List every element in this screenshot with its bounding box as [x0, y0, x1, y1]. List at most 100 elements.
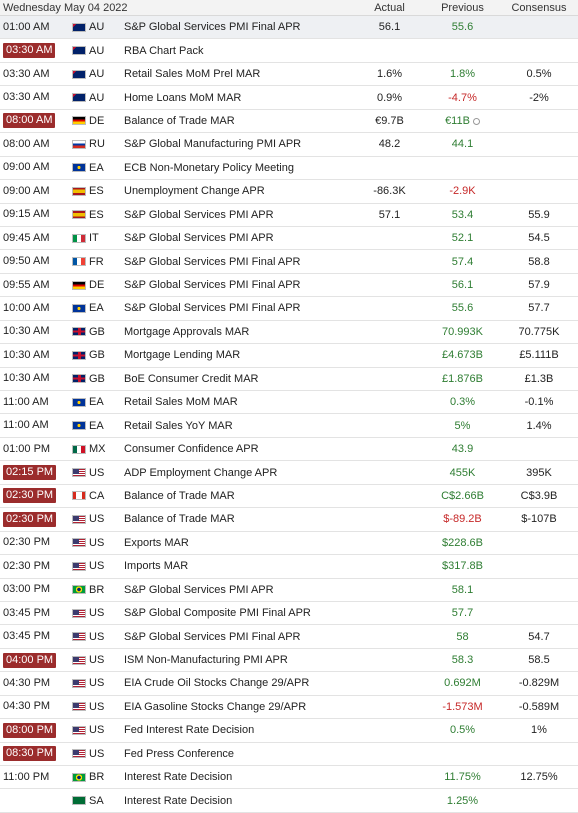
- event-name[interactable]: Home Loans MoM MAR: [124, 91, 242, 104]
- event-name[interactable]: S&P Global Services PMI Final APR: [124, 302, 301, 315]
- event-name[interactable]: Mortgage Approvals MAR: [124, 325, 250, 338]
- previous-value: 57.4: [451, 255, 474, 268]
- flag-cell: [72, 725, 89, 735]
- calendar-row[interactable]: 02:30 PM US Balance of Trade MAR $-89.2B $-1…: [0, 508, 578, 532]
- calendar-row[interactable]: 10:00 AM EA S&P Global Services PMI Final …: [0, 297, 578, 321]
- event-time: 04:00 PM: [3, 652, 57, 668]
- previous-value-cell: $317.8B: [425, 560, 500, 572]
- event-name[interactable]: Imports MAR: [124, 560, 189, 573]
- country-code: AU: [89, 91, 105, 104]
- previous-value: 0.5%: [449, 724, 476, 737]
- header-consensus[interactable]: Consensus: [511, 1, 567, 14]
- calendar-row[interactable]: 09:45 AM IT S&P Global Services PMI APR 52.…: [0, 227, 578, 251]
- calendar-row[interactable]: SA Interest Rate Decision 1.25%: [0, 789, 578, 813]
- calendar-row[interactable]: 02:30 PM US Exports MAR $228.6B: [0, 532, 578, 556]
- event-time: 11:00 AM: [3, 395, 49, 408]
- calendar-row[interactable]: 08:00 PM US Fed Interest Rate Decision 0.5%…: [0, 719, 578, 743]
- event-name[interactable]: EIA Gasoline Stocks Change 29/APR: [124, 700, 307, 713]
- consensus-value: 57.9: [528, 279, 550, 292]
- calendar-row[interactable]: 09:50 AM FR S&P Global Services PMI Final …: [0, 250, 578, 274]
- event-name[interactable]: Balance of Trade MAR: [124, 489, 235, 502]
- previous-value: -2.9K: [449, 185, 476, 198]
- calendar-header: Wednesday May 04 2022 Actual Previous Co…: [0, 0, 578, 16]
- country-code: SA: [89, 794, 104, 807]
- calendar-row[interactable]: 03:00 PM BR S&P Global Services PMI APR 58.…: [0, 579, 578, 602]
- event-name[interactable]: EIA Crude Oil Stocks Change 29/APR: [124, 677, 310, 690]
- event-name[interactable]: Balance of Trade MAR: [124, 114, 235, 127]
- calendar-row[interactable]: 10:30 AM GB Mortgage Lending MAR £4.673B £5.…: [0, 344, 578, 368]
- event-name[interactable]: Exports MAR: [124, 536, 189, 549]
- event-name[interactable]: S&P Global Services PMI Final APR: [124, 21, 301, 34]
- calendar-row[interactable]: 10:30 AM GB BoE Consumer Credit MAR £1.876B…: [0, 368, 578, 391]
- flag-cell: [72, 514, 89, 524]
- calendar-row[interactable]: 11:00 AM EA Retail Sales YoY MAR 5% 1.4%: [0, 414, 578, 438]
- calendar-row[interactable]: 02:30 PM US Imports MAR $317.8B: [0, 555, 578, 579]
- flag-cell: [72, 702, 89, 712]
- calendar-row[interactable]: 09:00 AM ES Unemployment Change APR -86.3K -…: [0, 180, 578, 204]
- header-previous[interactable]: Previous: [441, 1, 484, 14]
- event-name[interactable]: Unemployment Change APR: [124, 185, 265, 198]
- calendar-row[interactable]: 02:30 PM CA Balance of Trade MAR C$2.66B C$3…: [0, 485, 578, 509]
- event-name[interactable]: S&P Global Services PMI Final APR: [124, 630, 301, 643]
- calendar-row[interactable]: 08:00 AM DE Balance of Trade MAR €9.7B €11B: [0, 110, 578, 134]
- event-name[interactable]: S&P Global Services PMI APR: [124, 208, 274, 221]
- calendar-row[interactable]: 08:30 PM US Fed Press Conference: [0, 743, 578, 766]
- actual-value: 0.9%: [376, 91, 403, 104]
- event-time: 08:00 PM: [3, 722, 57, 738]
- event-name[interactable]: BoE Consumer Credit MAR: [124, 372, 259, 385]
- event-name[interactable]: S&P Global Services PMI Final APR: [124, 279, 301, 292]
- event-name[interactable]: RBA Chart Pack: [124, 44, 204, 57]
- event-name[interactable]: Interest Rate Decision: [124, 771, 233, 784]
- calendar-row[interactable]: 02:15 PM US ADP Employment Change APR 455K 3…: [0, 461, 578, 485]
- calendar-row[interactable]: 04:30 PM US EIA Gasoline Stocks Change 29/…: [0, 696, 578, 720]
- event-name[interactable]: Fed Press Conference: [124, 747, 235, 760]
- event-name[interactable]: Consumer Confidence APR: [124, 443, 259, 456]
- event-name[interactable]: Retail Sales MoM MAR: [124, 396, 238, 409]
- previous-value: 53.4: [451, 208, 474, 221]
- event-name[interactable]: Retail Sales YoY MAR: [124, 419, 233, 432]
- event-name[interactable]: Mortgage Lending MAR: [124, 349, 241, 362]
- event-name[interactable]: S&P Global Composite PMI Final APR: [124, 607, 311, 620]
- calendar-row[interactable]: 10:30 AM GB Mortgage Approvals MAR 70.993K 7…: [0, 321, 578, 345]
- flag-cell: [72, 210, 89, 220]
- calendar-row[interactable]: 03:45 PM US S&P Global Services PMI Final …: [0, 625, 578, 649]
- flag-cell: [72, 69, 89, 79]
- calendar-row[interactable]: 04:30 PM US EIA Crude Oil Stocks Change 29…: [0, 672, 578, 696]
- country-code: ES: [89, 208, 104, 221]
- country-code: BR: [89, 583, 105, 596]
- event-name[interactable]: ISM Non-Manufacturing PMI APR: [124, 654, 288, 667]
- calendar-row[interactable]: 03:30 AM AU Retail Sales MoM Prel MAR 1.6% 1…: [0, 63, 578, 87]
- event-name[interactable]: Fed Interest Rate Decision: [124, 724, 255, 737]
- calendar-row[interactable]: 03:30 AM AU Home Loans MoM MAR 0.9% -4.7% -2%: [0, 86, 578, 110]
- event-name[interactable]: Interest Rate Decision: [124, 794, 233, 807]
- header-actual[interactable]: Actual: [374, 1, 405, 14]
- event-name[interactable]: ADP Employment Change APR: [124, 466, 278, 479]
- flag-cell: [72, 796, 89, 806]
- calendar-row[interactable]: 09:15 AM ES S&P Global Services PMI APR 57.…: [0, 204, 578, 227]
- calendar-row[interactable]: 04:00 PM US ISM Non-Manufacturing PMI APR 5…: [0, 649, 578, 673]
- previous-value: 55.6: [451, 21, 474, 34]
- flag-cell: [72, 397, 89, 407]
- event-time: 08:30 PM: [3, 746, 57, 762]
- event-name[interactable]: Retail Sales MoM Prel MAR: [124, 68, 261, 81]
- country-code: CA: [89, 489, 105, 502]
- calendar-row[interactable]: 03:45 PM US S&P Global Composite PMI Final…: [0, 602, 578, 626]
- calendar-row[interactable]: 11:00 AM EA Retail Sales MoM MAR 0.3% -0.1%: [0, 391, 578, 415]
- event-time: 02:30 PM: [3, 488, 57, 504]
- calendar-row[interactable]: 01:00 PM MX Consumer Confidence APR 43.9: [0, 438, 578, 462]
- event-name[interactable]: Balance of Trade MAR: [124, 513, 235, 526]
- calendar-row[interactable]: 03:30 AM AU RBA Chart Pack: [0, 39, 578, 63]
- calendar-row[interactable]: 11:00 PM BR Interest Rate Decision 11.75% 12…: [0, 766, 578, 790]
- flag-cell: [72, 608, 89, 618]
- event-name[interactable]: S&P Global Manufacturing PMI APR: [124, 138, 302, 151]
- event-name[interactable]: S&P Global Services PMI APR: [124, 232, 274, 245]
- calendar-row[interactable]: 09:00 AM EA ECB Non-Monetary Policy Meetin…: [0, 157, 578, 181]
- event-name[interactable]: ECB Non-Monetary Policy Meeting: [124, 161, 294, 174]
- event-time-cell: 04:00 PM: [0, 652, 72, 668]
- calendar-row[interactable]: 09:55 AM DE S&P Global Services PMI Final …: [0, 274, 578, 298]
- event-name[interactable]: S&P Global Services PMI Final APR: [124, 255, 301, 268]
- calendar-row[interactable]: 08:00 AM RU S&P Global Manufacturing PMI A…: [0, 133, 578, 157]
- calendar-row[interactable]: 01:00 AM AU S&P Global Services PMI Final …: [0, 16, 578, 40]
- flag-cell: [72, 632, 89, 642]
- event-name[interactable]: S&P Global Services PMI APR: [124, 583, 274, 596]
